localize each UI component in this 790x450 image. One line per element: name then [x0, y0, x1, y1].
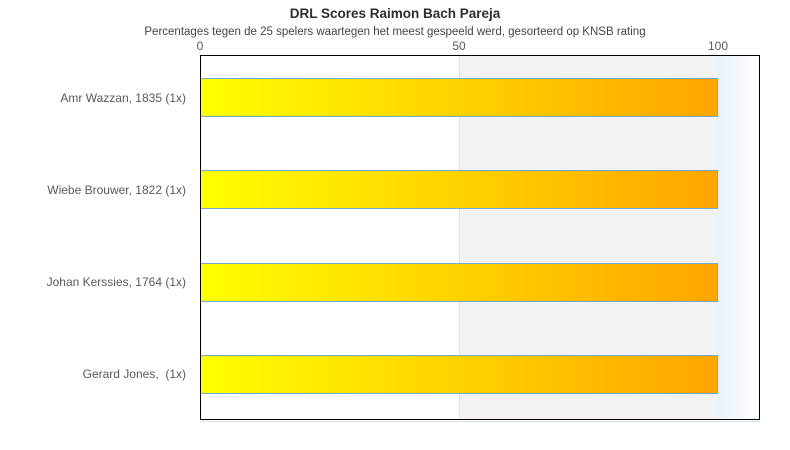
bar-johan-kerssies: [201, 263, 718, 302]
gridline-50: [459, 56, 461, 419]
plot-area: [200, 55, 760, 420]
x-axis-tick-50: 50: [452, 39, 466, 53]
chart-title: DRL Scores Raimon Bach Pareja: [289, 6, 501, 21]
bar-amr-wazzan: [201, 78, 718, 117]
category-label-johan-kerssies: Johan Kerssies, 1764 (1x): [46, 275, 186, 289]
bar-wiebe-brouwer: [201, 170, 718, 209]
x-axis-tick-0: 0: [196, 39, 204, 53]
category-label-gerard-jones: Gerard Jones, (1x): [82, 367, 186, 381]
plot-bottom-shadow: [201, 421, 760, 422]
chart-subtitle: Percentages tegen de 25 spelers waartege…: [144, 26, 646, 38]
category-label-wiebe-brouwer: Wiebe Brouwer, 1822 (1x): [47, 183, 186, 197]
category-label-amr-wazzan: Amr Wazzan, 1835 (1x): [60, 91, 186, 105]
x-axis-tick-100: 100: [707, 39, 729, 53]
bar-gerard-jones: [201, 355, 718, 394]
right-gradient-band: [717, 56, 759, 419]
